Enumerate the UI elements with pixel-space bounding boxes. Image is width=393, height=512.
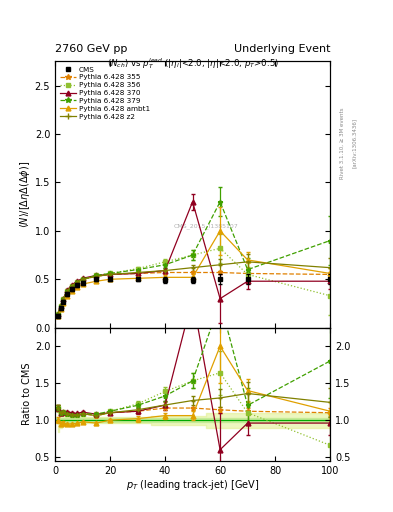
Text: Underlying Event: Underlying Event	[233, 44, 330, 54]
Text: 2760 GeV pp: 2760 GeV pp	[55, 44, 127, 54]
Text: $\langle N_{ch}\rangle$ vs $p_T^{lead}$ ($|\eta_l|$<2.0, $|\eta|$<2.0, $p_T$>0.5: $\langle N_{ch}\rangle$ vs $p_T^{lead}$ …	[107, 56, 279, 71]
X-axis label: $p_T$ (leading track-jet) [GeV]: $p_T$ (leading track-jet) [GeV]	[126, 478, 259, 493]
Y-axis label: $\langle N\rangle/[\Delta\eta\Delta(\Delta\phi)]$: $\langle N\rangle/[\Delta\eta\Delta(\Del…	[18, 161, 32, 228]
Text: Rivet 3.1.10, ≥ 3M events: Rivet 3.1.10, ≥ 3M events	[340, 108, 345, 179]
Y-axis label: Ratio to CMS: Ratio to CMS	[22, 363, 32, 425]
Legend: CMS, Pythia 6.428 355, Pythia 6.428 356, Pythia 6.428 370, Pythia 6.428 379, Pyt: CMS, Pythia 6.428 355, Pythia 6.428 356,…	[59, 65, 151, 121]
Text: CMS_2015_I1385107: CMS_2015_I1385107	[174, 224, 239, 229]
Text: [arXiv:1306.3436]: [arXiv:1306.3436]	[352, 118, 357, 168]
